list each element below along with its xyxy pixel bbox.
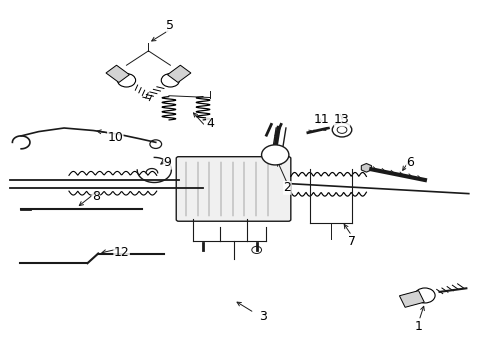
Text: 13: 13 xyxy=(333,113,349,126)
Text: 2: 2 xyxy=(283,181,291,194)
Circle shape xyxy=(331,123,351,137)
Text: 10: 10 xyxy=(107,131,123,144)
Circle shape xyxy=(261,145,288,165)
Text: 7: 7 xyxy=(347,235,355,248)
Circle shape xyxy=(251,246,261,253)
Polygon shape xyxy=(106,65,129,82)
FancyBboxPatch shape xyxy=(176,157,290,221)
Text: 6: 6 xyxy=(406,156,413,169)
Polygon shape xyxy=(167,65,190,82)
Text: 11: 11 xyxy=(313,113,329,126)
Text: 8: 8 xyxy=(92,190,100,203)
Text: 3: 3 xyxy=(259,310,266,324)
Polygon shape xyxy=(399,291,424,307)
Text: 1: 1 xyxy=(414,320,422,333)
Text: 9: 9 xyxy=(163,156,171,169)
Polygon shape xyxy=(361,163,371,172)
Text: 12: 12 xyxy=(114,246,129,259)
Text: 5: 5 xyxy=(166,19,174,32)
Text: 4: 4 xyxy=(206,117,214,130)
